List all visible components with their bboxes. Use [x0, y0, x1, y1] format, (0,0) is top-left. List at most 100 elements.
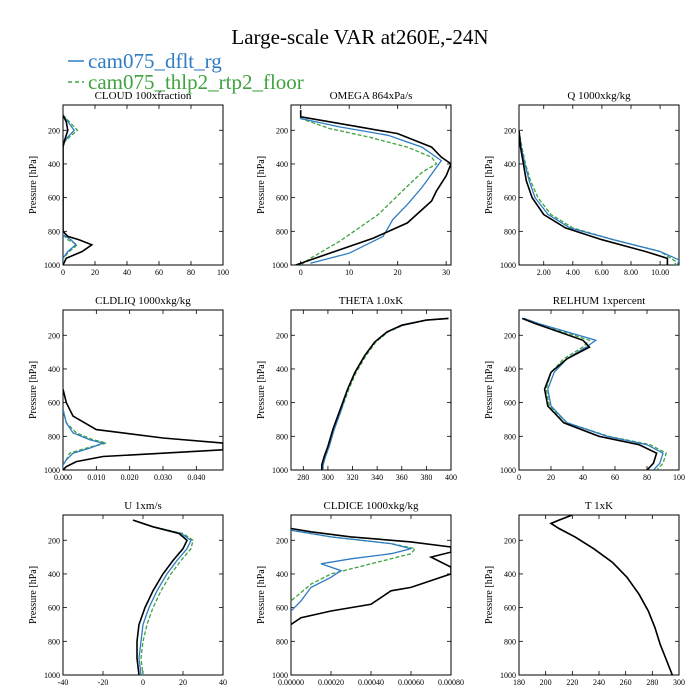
series-line-dflt	[291, 529, 412, 612]
x-tick-label: 200	[540, 678, 552, 687]
panel-7: U 1xm/s Pressure [hPa] -40 -20 0 20 40 200 400 60…	[28, 500, 227, 687]
y-tick-label: 400	[504, 365, 516, 374]
series-line-dflt	[300, 111, 443, 264]
x-tick-label: 20	[179, 678, 187, 687]
series-line-dflt	[519, 130, 679, 265]
x-tick-label: -40	[58, 678, 69, 687]
x-tick-label: 0.020	[121, 473, 139, 482]
series-line-thlp2	[300, 111, 438, 265]
y-tick-label: 800	[276, 637, 288, 646]
y-tick-label: 600	[276, 194, 288, 203]
series-line-ref	[132, 519, 188, 675]
series-line-thlp2	[63, 114, 79, 265]
x-tick-label: 40	[123, 268, 131, 277]
y-tick-label: 200	[48, 126, 60, 135]
x-tick-label: 240	[593, 678, 605, 687]
series-line-thlp2	[291, 529, 417, 602]
series-line-ref	[521, 317, 658, 470]
x-tick-label: 0	[299, 268, 303, 277]
y-tick-label: 800	[48, 227, 60, 236]
y-tick-label: 400	[504, 160, 516, 169]
y-tick-label: 1000	[500, 466, 516, 475]
panel-title: T 1xK	[585, 500, 613, 512]
x-tick-label: 20	[91, 268, 99, 277]
y-tick-label: 200	[276, 536, 288, 545]
x-tick-label: 6.00	[595, 268, 609, 277]
y-tick-label: 1000	[272, 466, 288, 475]
panel-9: T 1xK Pressure [hPa] 180 200 220 240 260 280 300…	[484, 500, 685, 687]
series-line-thlp2	[63, 409, 107, 470]
panel-title: CLOUD 100xfraction	[95, 90, 192, 102]
series-line-thlp2	[132, 519, 194, 675]
y-tick-label: 200	[276, 331, 288, 340]
x-tick-label: 0.00040	[358, 678, 384, 687]
y-tick-label: 400	[48, 160, 60, 169]
panel-title: RELHUM 1xpercent	[553, 295, 646, 307]
x-tick-label: 40	[579, 473, 587, 482]
y-axis-label: Pressure [hPa]	[28, 566, 39, 624]
legend-label-dflt: cam075_dflt_rg	[88, 49, 222, 73]
series-line-ref	[321, 317, 449, 470]
x-tick-label: 40	[219, 678, 227, 687]
series-line-dflt	[523, 317, 664, 470]
y-tick-label: 800	[504, 227, 516, 236]
x-tick-label: 10	[345, 268, 353, 277]
y-tick-label: 800	[276, 227, 288, 236]
x-tick-label: 100	[673, 473, 685, 482]
panel-2: OMEGA 864xPa/s Pressure [hPa] 0 10 20 30 200 40…	[256, 90, 452, 277]
panel-3: Q 1000xkg/kg Pressure [hPa] 2.00 4.00 6.00 8.…	[484, 90, 680, 277]
y-axis-label: Pressure [hPa]	[28, 361, 39, 419]
series-line-thlp2	[322, 317, 449, 470]
x-tick-label: 260	[620, 678, 632, 687]
x-tick-label: 2.00	[537, 268, 551, 277]
x-tick-label: 10.00	[651, 268, 669, 277]
y-tick-label: 600	[48, 604, 60, 613]
x-tick-label: 300	[322, 473, 334, 482]
y-tick-label: 1000	[272, 261, 288, 270]
x-tick-label: 0.000	[54, 473, 72, 482]
x-tick-label: 320	[347, 473, 359, 482]
y-tick-label: 800	[504, 432, 516, 441]
y-tick-label: 1000	[44, 261, 60, 270]
panel-title: CLDLIQ 1000xkg/kg	[95, 295, 191, 307]
y-tick-label: 600	[276, 604, 288, 613]
series-line-dflt	[132, 519, 192, 675]
plot-frame	[518, 104, 680, 266]
panel-title: OMEGA 864xPa/s	[330, 90, 413, 102]
x-tick-label: 400	[445, 473, 457, 482]
series-line-dflt	[322, 317, 449, 470]
panel-title: THETA 1.0xK	[339, 295, 404, 307]
y-axis-label: Pressure [hPa]	[256, 156, 267, 214]
x-tick-label: 20	[394, 268, 402, 277]
panels: CLOUD 100xfraction Pressure [hPa] 0 20 40 60 8…	[28, 90, 685, 687]
y-tick-label: 600	[504, 399, 516, 408]
x-tick-label: 340	[371, 473, 383, 482]
plot-frame	[518, 309, 680, 471]
x-tick-label: 220	[566, 678, 578, 687]
x-tick-label: 8.00	[624, 268, 638, 277]
x-tick-label: 360	[396, 473, 408, 482]
legend: cam075_dflt_rg cam075_thlp2_rtp2_floor	[68, 49, 304, 94]
x-tick-label: 0	[61, 268, 65, 277]
x-tick-label: 300	[673, 678, 685, 687]
y-axis-label: Pressure [hPa]	[256, 361, 267, 419]
y-tick-label: 800	[48, 637, 60, 646]
x-tick-label: 0.00020	[318, 678, 344, 687]
y-tick-label: 600	[504, 604, 516, 613]
y-tick-label: 400	[276, 365, 288, 374]
legend-label-thlp2: cam075_thlp2_rtp2_floor	[88, 70, 304, 94]
y-tick-label: 1000	[500, 671, 516, 680]
y-tick-label: 400	[276, 160, 288, 169]
x-tick-label: 20	[547, 473, 555, 482]
series-line-dflt	[63, 114, 77, 265]
y-axis-label: Pressure [hPa]	[484, 566, 495, 624]
plot-frame	[290, 309, 452, 471]
series-line-ref	[519, 130, 669, 265]
x-tick-label: 380	[420, 473, 432, 482]
plot-frame	[62, 104, 224, 266]
x-tick-label: 80	[643, 473, 651, 482]
series-line-thlp2	[523, 317, 667, 470]
y-tick-label: 1000	[272, 671, 288, 680]
series-line-ref	[63, 114, 94, 265]
y-tick-label: 400	[48, 365, 60, 374]
